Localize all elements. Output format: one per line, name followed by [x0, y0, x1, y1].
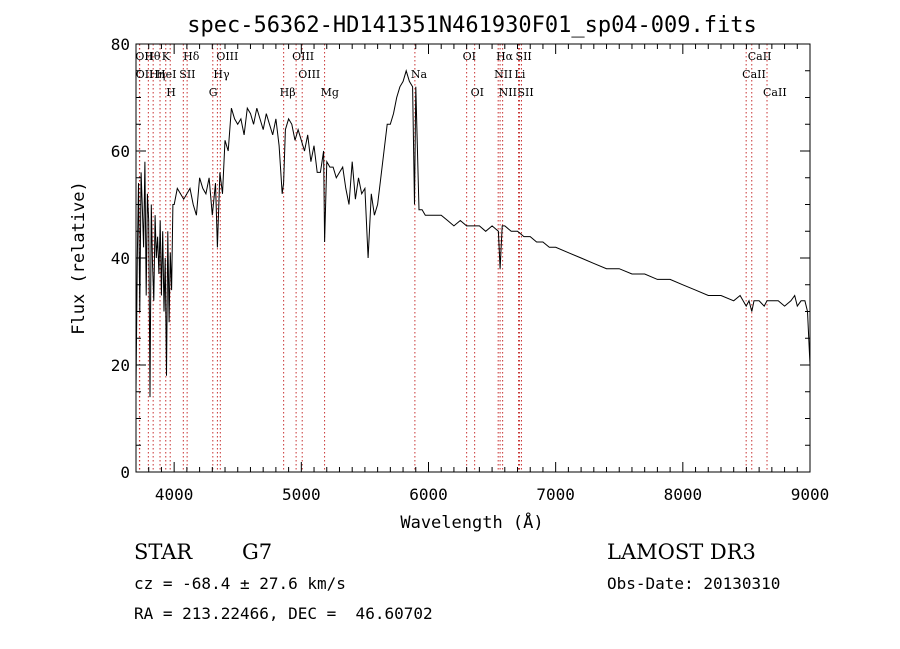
x-tick-label: 5000 — [282, 485, 321, 504]
line-label: CaII — [742, 68, 766, 81]
chart-title: spec-56362-HD141351N461930F01_sp04-009.f… — [187, 13, 757, 38]
line-label: OI — [471, 86, 484, 99]
observation-date: Obs-Date: 20130310 — [607, 574, 781, 593]
spectrum-line — [135, 69, 811, 398]
line-label: CaII — [748, 50, 772, 63]
line-label: K — [162, 50, 171, 63]
line-label: OI — [463, 50, 476, 63]
line-label: Hθ — [144, 50, 161, 63]
line-label: OIII — [298, 68, 320, 81]
line-label: G — [209, 86, 218, 99]
line-label: SII — [516, 50, 532, 63]
line-label: Li — [515, 68, 526, 81]
x-axis-label: Wavelength (Å) — [400, 511, 543, 533]
plot-frame — [135, 43, 811, 473]
x-tick-label: 9000 — [791, 485, 830, 504]
y-tick-label: 40 — [111, 249, 130, 268]
redshift-text: cz = -68.4 ± 27.6 km/s — [134, 574, 346, 593]
line-label: NII — [494, 68, 512, 81]
coordinates-text: RA = 213.22466, DEC = 46.60702 — [134, 604, 433, 623]
y-tick-label: 80 — [111, 35, 130, 54]
x-axis-ticks: 4000 5000 6000 7000 8000 9000 — [135, 44, 830, 504]
y-tick-label: 0 — [120, 463, 130, 482]
line-label: Hγ — [213, 68, 230, 81]
y-tick-label: 20 — [111, 356, 130, 375]
line-label: OII — [135, 50, 153, 63]
line-label: OIII — [292, 50, 314, 63]
line-label: SII — [517, 86, 533, 99]
line-label: H — [166, 86, 176, 99]
line-label: Hα — [496, 50, 514, 63]
line-label: Hβ — [280, 86, 296, 99]
line-label: Na — [411, 68, 428, 81]
line-label: SII — [179, 68, 195, 81]
object-class: STAR — [134, 540, 193, 564]
line-label: OIII — [216, 50, 238, 63]
x-tick-label: 7000 — [536, 485, 575, 504]
line-label: CaII — [763, 86, 787, 99]
y-axis-ticks: 0 20 40 60 80 — [111, 35, 810, 482]
line-label: Mg — [321, 86, 339, 99]
y-tick-label: 60 — [111, 142, 130, 161]
line-label: Hη — [149, 68, 165, 81]
y-axis-label: Flux (relative) — [69, 181, 89, 335]
x-tick-label: 4000 — [155, 485, 194, 504]
spectral-line-markers — [138, 44, 768, 472]
line-label: NII — [499, 86, 517, 99]
line-label: HeI — [156, 68, 176, 81]
line-label: Hδ — [183, 50, 200, 63]
x-tick-label: 8000 — [664, 485, 703, 504]
object-subclass: G7 — [242, 540, 273, 564]
x-tick-label: 6000 — [409, 485, 448, 504]
survey-name: LAMOST DR3 — [607, 540, 756, 564]
